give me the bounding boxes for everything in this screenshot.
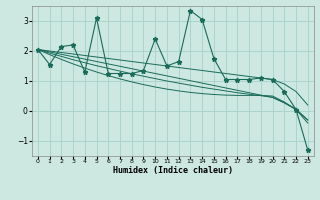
X-axis label: Humidex (Indice chaleur): Humidex (Indice chaleur) xyxy=(113,166,233,175)
